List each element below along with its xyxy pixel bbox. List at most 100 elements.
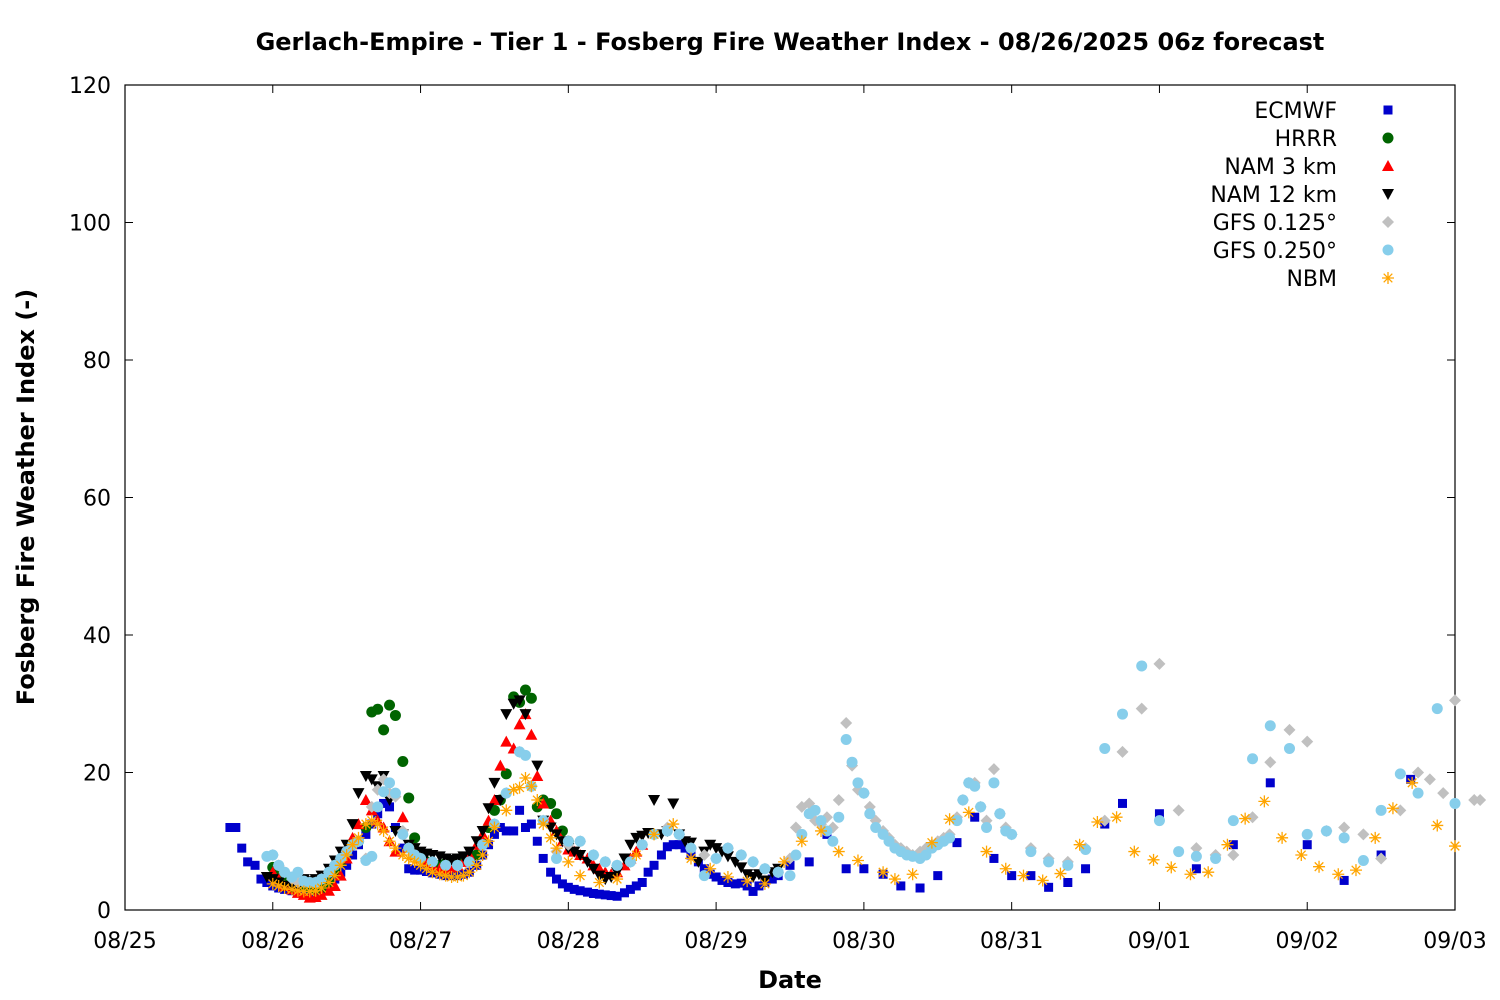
point-nbm <box>272 879 285 892</box>
point-ecmwf <box>736 878 746 888</box>
y-tick-label: 40 <box>83 624 111 649</box>
point-nam-12-km <box>735 862 748 874</box>
point-gfs-0-250 <box>1062 859 1074 871</box>
point-gfs-0-250 <box>710 852 722 864</box>
point-nam-12-km <box>593 870 606 882</box>
point-hrrr <box>519 684 531 696</box>
point-nbm <box>531 794 544 806</box>
point-gfs-0-250 <box>574 835 586 847</box>
point-gfs-0-250 <box>864 808 876 820</box>
point-ecmwf <box>600 890 610 900</box>
point-gfs-0-250 <box>1025 846 1037 858</box>
point-nam-3-km <box>328 879 341 891</box>
point-ecmwf <box>489 829 499 839</box>
point-nam-12-km <box>704 839 717 851</box>
point-ecmwf <box>1265 778 1275 788</box>
point-nbm <box>630 849 643 861</box>
point-nbm <box>365 814 378 827</box>
x-tick-label: 09/02 <box>1276 929 1339 954</box>
point-hrrr <box>389 709 401 721</box>
point-gfs-0-250 <box>852 777 864 789</box>
point-gfs-0-125 <box>1190 842 1203 855</box>
point-gfs-0-250 <box>994 808 1006 820</box>
point-ecmwf <box>649 860 659 870</box>
point-gfs-0-125 <box>1301 735 1314 748</box>
point-ecmwf <box>674 840 684 850</box>
point-nam-12-km <box>574 850 587 861</box>
point-ecmwf <box>373 809 383 819</box>
point-nbm <box>500 804 513 817</box>
point-gfs-0-250 <box>988 777 1000 789</box>
point-nam-3-km <box>315 888 328 900</box>
point-ecmwf <box>754 881 764 891</box>
point-nbm <box>470 859 483 872</box>
point-gfs-0-250 <box>833 811 845 823</box>
point-gfs-0-250 <box>397 828 409 840</box>
point-nbm <box>322 876 335 889</box>
legend-label-nam-12-km: NAM 12 km <box>1210 183 1337 208</box>
point-hrrr <box>372 703 384 715</box>
point-nbm <box>574 869 587 882</box>
point-ecmwf <box>656 850 666 860</box>
point-ecmwf <box>594 889 604 899</box>
point-gfs-0-250 <box>969 780 981 792</box>
legend-label-hrrr: HRRR <box>1275 127 1337 152</box>
point-gfs-0-250 <box>500 787 512 799</box>
point-nam-12-km <box>352 788 365 800</box>
point-nbm <box>1036 874 1049 887</box>
point-gfs-0-250 <box>636 839 648 851</box>
point-gfs-0-250 <box>1375 804 1387 816</box>
y-tick-label: 20 <box>83 762 111 787</box>
point-gfs-0-250 <box>611 859 623 871</box>
point-nbm <box>943 813 956 826</box>
point-gfs-0-125 <box>1375 852 1388 865</box>
point-nbm <box>1449 840 1461 853</box>
point-ecmwf <box>785 860 795 870</box>
point-gfs-0-250 <box>870 822 882 833</box>
point-ecmwf <box>379 798 389 808</box>
point-gfs-0-250 <box>858 787 870 799</box>
point-ecmwf <box>730 879 740 889</box>
point-ecmwf <box>515 805 525 815</box>
point-ecmwf <box>538 853 548 863</box>
point-ecmwf <box>1191 864 1201 874</box>
point-nam-3-km <box>359 794 372 805</box>
point-nbm <box>420 862 433 875</box>
point-ecmwf <box>563 882 573 892</box>
point-ecmwf <box>619 888 629 898</box>
point-nbm <box>1184 868 1197 881</box>
point-gfs-0-250 <box>1153 815 1165 827</box>
point-nam-12-km <box>721 851 734 863</box>
point-gfs-0-250 <box>624 856 636 868</box>
point-nbm <box>414 859 427 872</box>
point-ecmwf <box>1044 882 1054 892</box>
point-nam-12-km <box>346 819 359 831</box>
point-ecmwf <box>631 881 641 891</box>
point-nam-12-km <box>365 774 378 786</box>
point-nbm <box>704 862 717 875</box>
legend-label-nbm: NBM <box>1286 267 1337 292</box>
point-ecmwf <box>841 864 851 874</box>
point-ecmwf <box>896 881 906 891</box>
point-gfs-0-250 <box>389 787 401 799</box>
point-nbm <box>550 842 563 855</box>
point-ecmwf <box>501 826 511 836</box>
x-tick-label: 08/26 <box>241 929 304 954</box>
point-nbm <box>519 772 532 784</box>
point-ecmwf <box>526 819 536 829</box>
point-nam-12-km <box>624 839 637 851</box>
point-nbm <box>507 783 520 796</box>
point-nbm <box>451 871 464 883</box>
point-nbm <box>1110 811 1123 824</box>
point-gfs-0-250 <box>809 804 821 816</box>
point-nbm <box>291 884 304 897</box>
point-nbm <box>463 866 476 879</box>
point-gfs-0-250 <box>685 842 697 854</box>
point-gfs-0-125 <box>1098 814 1111 827</box>
point-nbm <box>962 806 975 819</box>
point-gfs-0-125 <box>1283 723 1296 736</box>
point-gfs-0-250 <box>1247 753 1259 765</box>
point-ecmwf <box>532 836 542 846</box>
point-gfs-0-250 <box>477 839 489 851</box>
